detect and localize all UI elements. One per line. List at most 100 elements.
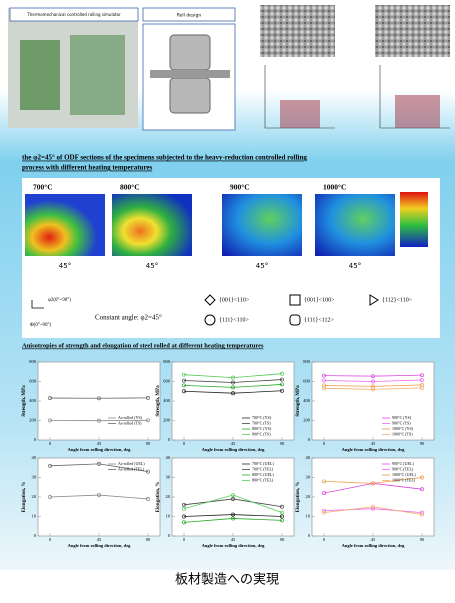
histogram-shade [280, 100, 320, 128]
odf-map [315, 194, 395, 256]
legend-label: 1000°C (TS) [392, 431, 413, 436]
component: {111}<110> [219, 317, 249, 323]
legend-label: 800°C (TS) [252, 431, 271, 436]
x-tick-label: 45 [371, 441, 376, 446]
angle: 45° [256, 262, 268, 270]
legend-label: 700°C (UEL) [252, 461, 274, 466]
temperature: 800°C [120, 183, 140, 192]
y-tick-label: 30 [166, 475, 171, 480]
y-tick-label: 600 [303, 379, 311, 384]
x-tick-label: 90 [420, 537, 425, 542]
y-tick-label: 400 [163, 398, 171, 403]
constant-angle: Constant angle: φ2=45° [95, 314, 162, 322]
x-axis-label: Angle from rolling direction, deg [202, 543, 266, 548]
axis-label: Φ(0°~90°) [30, 323, 52, 328]
y-tick-label: 400 [29, 398, 37, 403]
legend-label: 900°C (YS) [392, 415, 412, 420]
temperature: 700°C [33, 183, 53, 192]
y-tick-label: 800 [163, 359, 171, 364]
roll [170, 35, 210, 70]
axis-label: φ2(0°~90°) [48, 298, 71, 303]
odf-map [112, 194, 192, 256]
x-tick-label: 90 [280, 537, 285, 542]
legend-label: 700°C (TS) [252, 420, 271, 425]
y-tick-label: 600 [163, 379, 171, 384]
legend-label: 700°C (TEL) [252, 466, 274, 471]
y-tick-label: 200 [303, 418, 311, 423]
y-tick-label: 10 [306, 514, 311, 519]
legend-label: 1000°C (TEL) [392, 477, 416, 482]
poster: Thermomechanical controlled rolling simu… [0, 0, 455, 598]
y-tick-label: 600 [29, 379, 37, 384]
x-axis-label: Angle from rolling direction, deg [342, 543, 406, 548]
x-axis-label: Angle from rolling direction, deg [202, 447, 266, 452]
temperature: 1000°C [323, 183, 346, 192]
y-tick-label: 30 [306, 475, 311, 480]
y-axis-label: Strength, MPa [22, 385, 27, 417]
section-title: process with different heating temperatu… [22, 164, 153, 172]
plot-area [172, 362, 294, 440]
legend-label: 800°C (TEL) [252, 477, 274, 482]
machine [70, 35, 125, 115]
plot-area [312, 458, 434, 536]
roll [170, 78, 210, 113]
y-tick-label: 20 [166, 494, 171, 499]
machine [20, 40, 60, 110]
y-tick-label: 40 [306, 455, 311, 460]
legend-label: As-rolled (TS) [118, 420, 142, 425]
y-tick-label: 30 [32, 475, 37, 480]
x-tick-label: 45 [371, 537, 376, 542]
page: Thermomechanical controlled rolling simu… [0, 0, 455, 598]
x-tick-label: 90 [146, 441, 151, 446]
y-tick-label: 40 [166, 455, 171, 460]
legend-label: 900°C (TEL) [392, 466, 414, 471]
component: {112}<110> [382, 297, 413, 303]
legend-label: 900°C (UEL) [392, 461, 414, 466]
plot-area [38, 362, 160, 440]
y-axis-label: Elongation, % [156, 482, 161, 513]
sem-image [375, 5, 450, 57]
component: {001}<110> [219, 297, 250, 303]
caption: 板材製造への実現 [175, 572, 279, 588]
y-axis-label: Elongation, % [296, 482, 301, 513]
y-axis-label: Strength, MPa [156, 385, 161, 417]
sheet [150, 70, 230, 78]
angle: 45° [349, 262, 361, 270]
x-tick-label: 90 [280, 441, 285, 446]
legend-label: 800°C (YS) [252, 426, 272, 431]
angle: 45° [59, 262, 71, 270]
x-tick-label: 45 [97, 441, 102, 446]
y-axis-label: Strength, MPa [296, 385, 301, 417]
angle: 45° [146, 262, 158, 270]
histogram-shade [395, 95, 440, 128]
legend-label: 1000°C (UEL) [392, 472, 416, 477]
legend-label: 800°C (UEL) [252, 472, 274, 477]
y-tick-label: 800 [303, 359, 311, 364]
x-axis-label: Angle from rolling direction, deg [68, 447, 132, 452]
y-tick-label: 10 [32, 514, 37, 519]
y-tick-label: 400 [303, 398, 311, 403]
odf-map [222, 194, 302, 256]
x-axis-label: Angle from rolling direction, deg [68, 543, 132, 548]
x-tick-label: 90 [146, 537, 151, 542]
y-axis-label: Elongation, % [22, 482, 27, 513]
label: Thermomechanical controlled rolling simu… [26, 12, 121, 17]
legend-label: 900°C (TS) [392, 420, 411, 425]
plot-area [312, 362, 434, 440]
x-axis-label: Angle from rolling direction, deg [342, 447, 406, 452]
legend-label: 700°C (YS) [252, 415, 272, 420]
legend-label: As-rolled (YS) [118, 415, 143, 420]
temperature: 900°C [230, 183, 250, 192]
label: Roll design [177, 13, 202, 19]
component: {111}<112> [304, 317, 334, 323]
y-tick-label: 200 [29, 418, 37, 423]
y-tick-label: 20 [306, 494, 311, 499]
y-tick-label: 40 [32, 455, 37, 460]
legend-label: As-rolled (TEL) [118, 466, 145, 471]
component: {001}<100> [304, 297, 335, 303]
section-title: the φ2=45° of ODF sections of the specim… [22, 154, 307, 162]
legend-label: 1000°C (YS) [392, 426, 414, 431]
odf-map [25, 194, 105, 256]
y-tick-label: 10 [166, 514, 171, 519]
plot-area [172, 458, 294, 536]
